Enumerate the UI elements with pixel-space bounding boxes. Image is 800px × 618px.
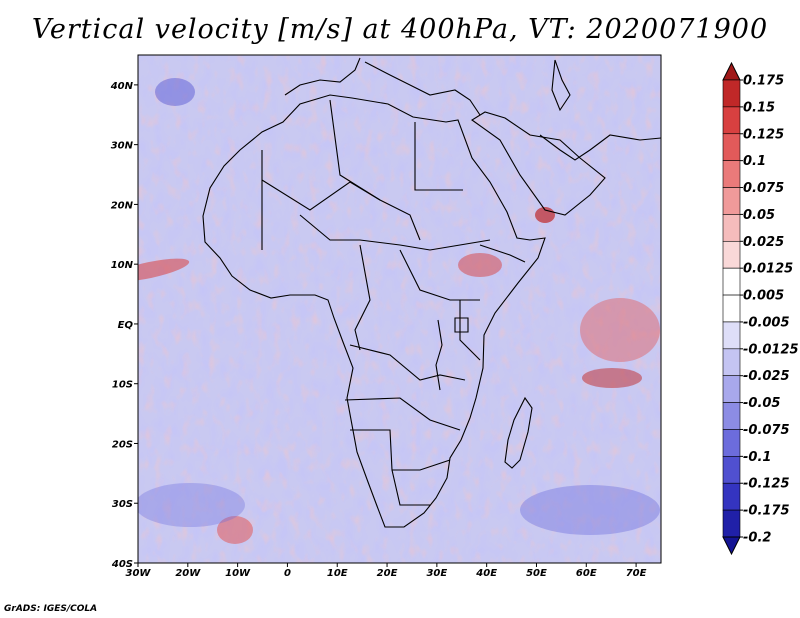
- downdraft-south-indian: [520, 485, 660, 535]
- europe-coast-west: [284, 57, 361, 96]
- colorbar-level-label: 0.15: [743, 100, 775, 115]
- border-south-3: [391, 469, 430, 506]
- colorbar-level-label: -0.125: [743, 477, 790, 492]
- colorbar-bottom-arrow: [722, 536, 741, 556]
- updraft-indian-ocean: [580, 298, 660, 362]
- lat-tick-label: 30N: [111, 141, 134, 152]
- colorbar-level-label: 0.175: [743, 74, 784, 89]
- colorbar-box: [722, 482, 741, 511]
- border-congo: [349, 344, 466, 381]
- lon-tick-label: 0: [284, 568, 291, 579]
- colorbar-level-label: -0.175: [743, 504, 790, 519]
- colorbar-box: [722, 348, 741, 377]
- lat-tick-label: 20N: [111, 200, 134, 211]
- lon-tick-label: 20E: [377, 568, 398, 579]
- colorbar-box: [722, 214, 741, 242]
- lon-tick-label: 40E: [475, 568, 497, 579]
- plot-border: [137, 54, 662, 564]
- border-sahel: [299, 214, 491, 251]
- updraft-ethiopia: [458, 253, 502, 277]
- colorbar-box: [722, 133, 741, 161]
- colorbar-level-label: -0.005: [743, 315, 790, 330]
- colorbar-level-label: -0.075: [743, 423, 790, 438]
- lake-victoria: [454, 317, 469, 333]
- arabian-peninsula: [471, 111, 606, 216]
- lon-tick-label: 20W: [175, 568, 201, 579]
- colorbar-box: [722, 321, 741, 350]
- lon-tick-label: 10E: [327, 568, 348, 579]
- colorbar-level-label: 0.1: [743, 154, 766, 169]
- grads-credit: GrADS: IGES/COLA: [4, 604, 98, 614]
- colorbar-box: [722, 429, 741, 457]
- plot-frame: [137, 54, 662, 564]
- lon-tick-label: 60E: [576, 568, 597, 579]
- colorbar-level-label: -0.2: [743, 531, 771, 546]
- coastlines-and-borders: [202, 57, 661, 528]
- border-horn: [479, 244, 526, 263]
- lat-tick-label: 10S: [112, 380, 133, 391]
- border-central-2: [399, 249, 480, 301]
- lon-tick-label: 30E: [426, 568, 447, 579]
- lat-axis: 40N 30N 20N 10N EQ 10S 20S 30S 40S: [110, 81, 138, 570]
- colorbar-box: [722, 509, 741, 538]
- lat-tick-label: 20S: [112, 439, 133, 450]
- colorbar-box: [722, 240, 741, 269]
- colorbar-box: [722, 160, 741, 188]
- lat-tick-label: 10N: [111, 260, 134, 271]
- colorbar-level-label: 0.075: [743, 181, 784, 196]
- colorbar-box: [722, 79, 741, 108]
- colorbar-box: [722, 187, 741, 215]
- updraft-indian-ocean-south: [582, 368, 642, 388]
- colorbar-level-label: 0.005: [743, 289, 784, 304]
- colorbar-box: [722, 375, 741, 403]
- colorbar-level-label: -0.1: [743, 450, 771, 465]
- madagascar: [504, 396, 533, 469]
- colorbar-box: [722, 106, 741, 135]
- border-central-1: [354, 244, 371, 351]
- colorbar-level-label: -0.05: [743, 396, 780, 411]
- field-layer: [138, 55, 661, 563]
- colorbar-box: [722, 402, 741, 430]
- colorbar-top-arrow: [722, 61, 741, 81]
- caspian: [551, 59, 571, 112]
- colorbar-level-label: 0.0125: [743, 262, 793, 277]
- updraft-south-atlantic: [217, 516, 253, 544]
- colorbar-box: [722, 267, 741, 296]
- colorbar-box: [722, 294, 741, 323]
- persian-gulf: [539, 134, 661, 161]
- lat-tick-label: 40S: [111, 559, 133, 570]
- field-noise-red: [138, 55, 661, 563]
- border-sahara-4: [414, 122, 463, 191]
- border-south-1: [344, 397, 461, 431]
- lon-tick-label: 70E: [626, 568, 647, 579]
- lon-tick-label: 10W: [225, 568, 251, 579]
- border-east-1: [459, 300, 481, 361]
- downdraft-north-atlantic: [155, 78, 195, 106]
- colorbar-level-label: 0.05: [743, 208, 775, 223]
- colorbar-level-label: 0.125: [743, 127, 784, 142]
- colorbar-level-label: -0.025: [743, 369, 790, 384]
- colorbar-level-label: 0.025: [743, 235, 784, 250]
- lat-tick-label: EQ: [118, 320, 134, 331]
- europe-coast-east: [364, 61, 481, 116]
- downdraft-south-atlantic: [138, 483, 245, 527]
- lon-tick-label: 30W: [126, 568, 152, 579]
- lat-tick-label: 30S: [112, 499, 133, 510]
- map-title: Vertical velocity [m/s] at 400hPa, VT: 2…: [31, 14, 769, 45]
- lon-axis: 30W 20W 10W 0 10E 20E 30E 40E 50E 60E 70E: [126, 563, 647, 579]
- lon-tick-label: 50E: [526, 568, 547, 579]
- colorbar: 0.175 0.15 0.125 0.1 0.075 0.05 0.025 0.0125 0.0…: [722, 61, 799, 556]
- colorbar-level-label: -0.0125: [743, 342, 799, 357]
- great-lakes: [435, 319, 443, 391]
- colorbar-box: [722, 456, 741, 484]
- lat-tick-label: 40N: [110, 81, 134, 92]
- updraft-sahel-west: [138, 258, 190, 282]
- border-sahara-3: [329, 99, 421, 241]
